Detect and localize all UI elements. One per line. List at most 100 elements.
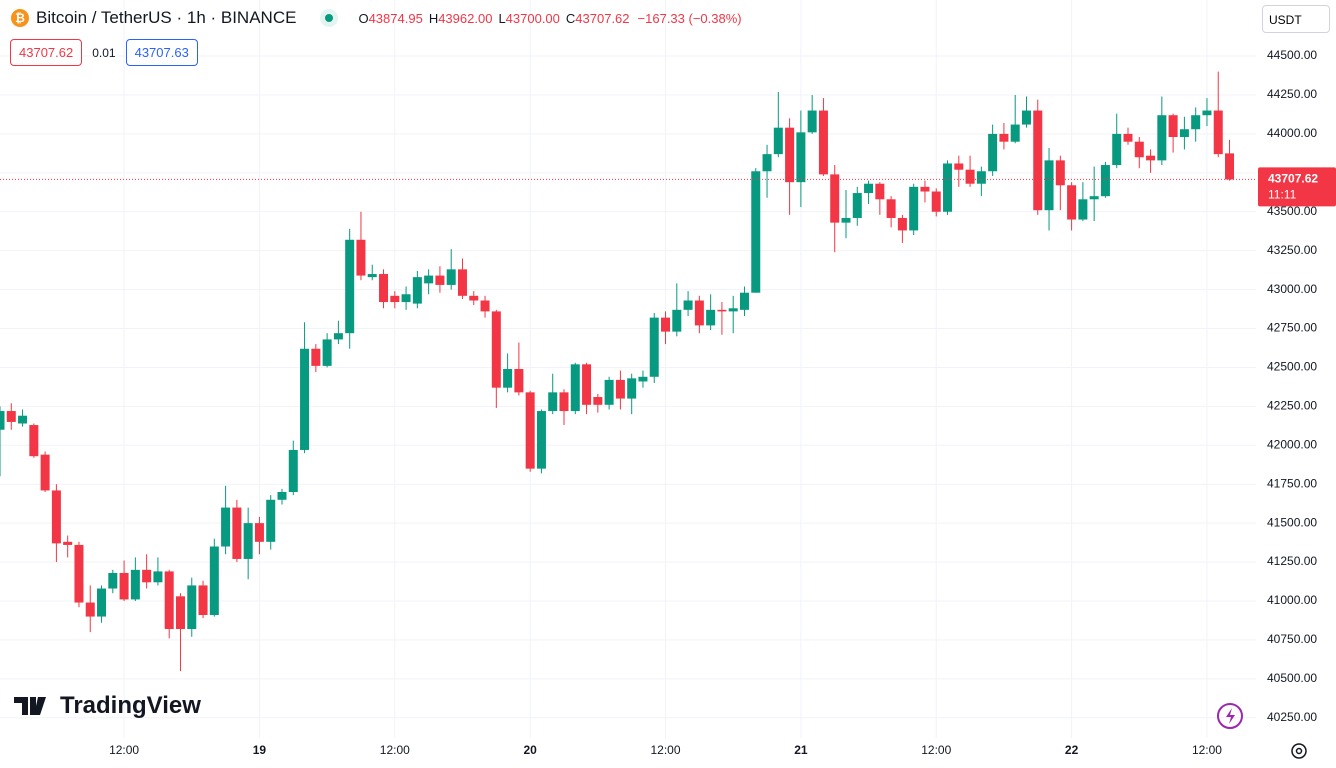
candle-body xyxy=(1055,160,1065,186)
candle-body xyxy=(1100,165,1110,197)
ohlc-key: H xyxy=(428,10,439,26)
candle-body xyxy=(1089,196,1099,200)
sell-button[interactable]: 43707.62 xyxy=(10,39,83,66)
x-tick-label: 12:00 xyxy=(921,743,951,757)
candle-body xyxy=(931,191,941,212)
y-tick-label: 42000.00 xyxy=(1267,437,1317,451)
candle-body xyxy=(221,507,231,547)
candle-body xyxy=(875,183,885,200)
candle-body xyxy=(1225,153,1235,180)
candle-body xyxy=(40,454,50,491)
coin-icon: ₿ xyxy=(11,9,29,27)
candle-body xyxy=(277,492,287,500)
candle-body xyxy=(1157,115,1167,161)
candle-body xyxy=(525,392,535,469)
ohlc: O43874.95 H43962.00 L43700.00 C43707.62 xyxy=(352,11,629,26)
x-tick-label: 12:00 xyxy=(109,743,139,757)
candle-body xyxy=(751,171,761,293)
ohlc-value: 43874.95 xyxy=(368,10,423,26)
y-tick-label: 40250.00 xyxy=(1267,710,1317,724)
candle-body xyxy=(909,186,919,231)
candle-body xyxy=(943,163,953,212)
ohlc-value: 43707.62 xyxy=(575,10,630,26)
candle-body xyxy=(367,274,377,278)
candle-body xyxy=(604,379,614,405)
candle-body xyxy=(29,425,39,457)
y-tick-label: 42250.00 xyxy=(1267,399,1317,413)
y-tick-label: 44500.00 xyxy=(1267,48,1317,62)
candle-body xyxy=(1213,110,1223,155)
candle-body xyxy=(119,572,129,600)
candle-body xyxy=(536,411,546,469)
candle-body xyxy=(773,127,783,155)
candle-body xyxy=(1044,160,1054,211)
candle-body xyxy=(435,275,445,285)
candle-body xyxy=(1179,129,1189,138)
symbol[interactable]: Bitcoin / TetherUS · 1h · BINANCE xyxy=(36,8,297,27)
x-tick-label: 19 xyxy=(253,743,267,757)
candle-body xyxy=(999,133,1009,142)
ohlc-value: 43962.00 xyxy=(438,10,493,26)
candle-body xyxy=(706,309,716,326)
candle-body xyxy=(446,269,456,285)
candle-body xyxy=(672,309,682,332)
y-tick-label: 42750.00 xyxy=(1267,321,1317,335)
spread: 0.01 xyxy=(92,45,116,60)
y-tick-label: 40750.00 xyxy=(1267,632,1317,646)
candle-body xyxy=(897,217,907,231)
y-tick-label: 43500.00 xyxy=(1267,204,1317,218)
candle-body xyxy=(864,183,874,194)
candle-body xyxy=(356,239,366,276)
x-tick-label: 22 xyxy=(1065,743,1079,757)
svg-text:₿: ₿ xyxy=(15,11,25,25)
candle-body xyxy=(886,199,896,218)
candle-body xyxy=(1010,124,1020,142)
order-boxes: 43707.62 0.01 43707.63 xyxy=(10,39,198,66)
candle-body xyxy=(97,588,107,617)
candle-body xyxy=(807,110,817,133)
candle-body xyxy=(1123,133,1133,142)
y-tick-label: 44000.00 xyxy=(1267,126,1317,140)
candle-body xyxy=(920,186,930,192)
y-tick-label: 43000.00 xyxy=(1267,282,1317,296)
buy-button[interactable]: 43707.63 xyxy=(125,39,198,66)
ohlc-key: L xyxy=(498,10,506,26)
candle-body xyxy=(401,294,411,303)
x-tick-label: 12:00 xyxy=(380,743,410,757)
candle-body xyxy=(164,571,174,630)
candle-body xyxy=(570,364,580,412)
currency-button[interactable]: USDT xyxy=(1262,5,1330,33)
candle-body xyxy=(18,415,28,424)
candle-body xyxy=(288,449,298,492)
candle-body xyxy=(153,571,163,583)
candle-body xyxy=(976,171,986,184)
candle-body xyxy=(559,392,569,412)
candle-body xyxy=(548,392,558,412)
candle-body xyxy=(1168,115,1178,138)
candle-body xyxy=(830,174,840,223)
candle-body xyxy=(1078,199,1088,220)
candle-body xyxy=(1191,115,1201,130)
candle-body xyxy=(0,411,5,430)
candle-body xyxy=(322,339,332,366)
y-tick-label: 41250.00 xyxy=(1267,554,1317,568)
alert-icon[interactable] xyxy=(1217,703,1243,729)
settings-icon[interactable] xyxy=(1291,743,1307,759)
candle-body xyxy=(424,275,434,284)
candle-body xyxy=(615,379,625,399)
change: −167.33 (−0.38%) xyxy=(637,10,742,26)
candle-body xyxy=(142,569,152,583)
candle-body xyxy=(74,544,84,603)
legend: ₿ Bitcoin / TetherUS · 1h · BINANCE O438… xyxy=(10,7,742,29)
candle-body xyxy=(187,585,197,630)
settings-dot xyxy=(1295,747,1303,755)
candle-body xyxy=(728,308,738,312)
brand-logo xyxy=(14,697,46,715)
alert-bolt xyxy=(1226,708,1235,724)
y-tick-label: 41500.00 xyxy=(1267,515,1317,529)
y-tick-label: 41750.00 xyxy=(1267,476,1317,490)
candle-body xyxy=(130,569,140,600)
